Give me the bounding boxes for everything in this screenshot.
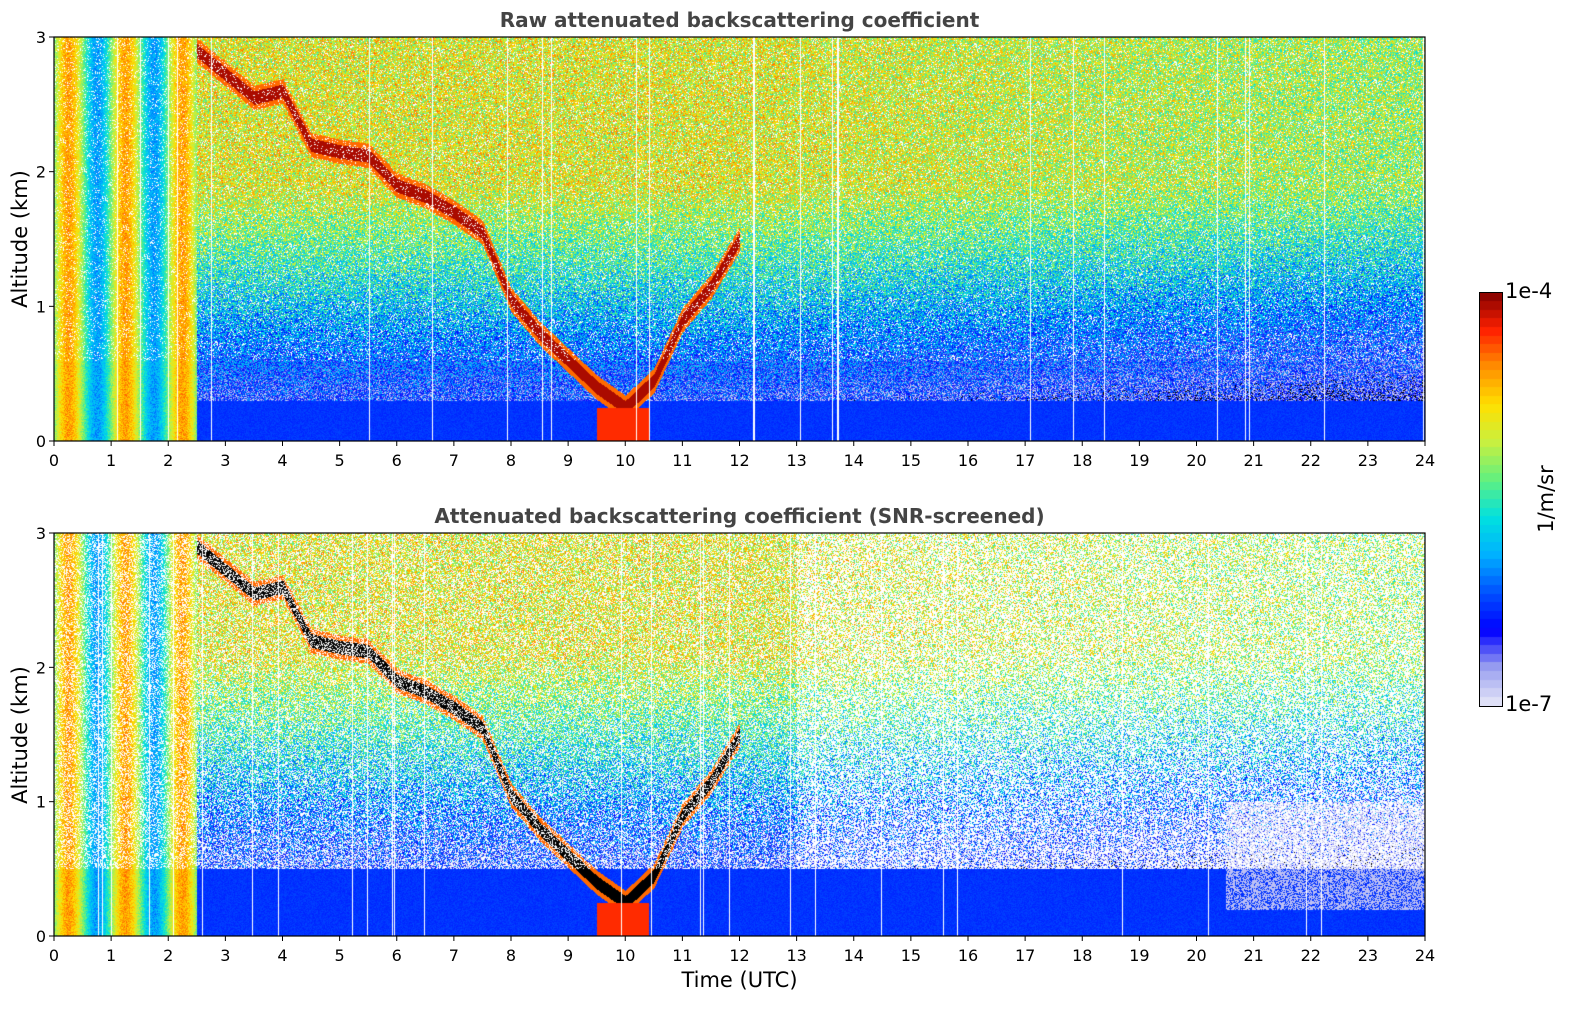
- x-tick-label: 2: [163, 946, 173, 965]
- x-tick-label: 14: [844, 946, 864, 965]
- colorbar-min-label: 1e-7: [1505, 692, 1553, 716]
- x-axis-label: Time (UTC): [681, 968, 798, 992]
- x-tick-label: 2: [163, 451, 173, 470]
- x-tick-label: 7: [449, 946, 459, 965]
- x-tick-label: 23: [1358, 946, 1378, 965]
- x-tick-label: 22: [1301, 946, 1321, 965]
- x-tick-label: 13: [786, 451, 806, 470]
- x-tick-label: 21: [1243, 946, 1263, 965]
- x-tick-label: 1: [106, 451, 116, 470]
- x-tick-label: 8: [506, 946, 516, 965]
- x-tick-label: 14: [844, 451, 864, 470]
- y-tick-label: 1: [36, 793, 46, 812]
- y-tick-label: 2: [36, 163, 46, 182]
- bottom-panel-heatmap: [54, 533, 1425, 936]
- x-tick-label: 13: [786, 946, 806, 965]
- x-tick-label: 23: [1358, 451, 1378, 470]
- x-tick-label: 6: [392, 451, 402, 470]
- x-tick-label: 24: [1415, 946, 1435, 965]
- x-tick-label: 10: [615, 451, 635, 470]
- x-tick-label: 9: [563, 451, 573, 470]
- x-tick-label: 18: [1072, 946, 1092, 965]
- top-panel-heatmap: [54, 37, 1425, 441]
- x-tick-label: 0: [49, 946, 59, 965]
- x-tick-label: 22: [1301, 451, 1321, 470]
- bottom-panel-title: Attenuated backscattering coefficient (S…: [434, 504, 1045, 528]
- x-tick-label: 19: [1129, 451, 1149, 470]
- bottom-panel-y-axis-label: Altitude (km): [8, 665, 32, 804]
- colorbar-label: 1/m/sr: [1534, 464, 1558, 533]
- x-tick-label: 17: [1015, 946, 1035, 965]
- x-tick-label: 7: [449, 451, 459, 470]
- y-tick-label: 3: [36, 28, 46, 47]
- x-tick-label: 11: [672, 946, 692, 965]
- x-tick-label: 24: [1415, 451, 1435, 470]
- x-tick-label: 12: [729, 451, 749, 470]
- top-panel-title: Raw attenuated backscattering coefficien…: [499, 8, 980, 32]
- colorbar-max-label: 1e-4: [1505, 279, 1553, 303]
- y-tick-label: 2: [36, 658, 46, 677]
- x-tick-label: 15: [901, 451, 921, 470]
- x-tick-label: 16: [958, 451, 978, 470]
- x-tick-label: 11: [672, 451, 692, 470]
- x-tick-label: 8: [506, 451, 516, 470]
- top-panel-y-axis-label: Altitude (km): [8, 170, 32, 308]
- x-tick-label: 3: [220, 946, 230, 965]
- x-tick-label: 18: [1072, 451, 1092, 470]
- y-tick-label: 0: [36, 927, 46, 946]
- x-tick-label: 16: [958, 946, 978, 965]
- x-tick-label: 19: [1129, 946, 1149, 965]
- x-tick-label: 9: [563, 946, 573, 965]
- x-tick-label: 3: [220, 451, 230, 470]
- x-tick-label: 1: [106, 946, 116, 965]
- x-tick-label: 5: [335, 451, 345, 470]
- x-tick-label: 10: [615, 946, 635, 965]
- colorbar: [1479, 292, 1503, 707]
- x-tick-label: 5: [335, 946, 345, 965]
- x-tick-label: 15: [901, 946, 921, 965]
- x-tick-label: 20: [1186, 946, 1206, 965]
- x-tick-label: 21: [1243, 451, 1263, 470]
- y-tick-label: 1: [36, 297, 46, 316]
- y-tick-label: 3: [36, 524, 46, 543]
- y-tick-label: 0: [36, 432, 46, 451]
- x-tick-label: 17: [1015, 451, 1035, 470]
- x-tick-label: 6: [392, 946, 402, 965]
- x-tick-label: 0: [49, 451, 59, 470]
- x-tick-label: 4: [277, 946, 287, 965]
- x-tick-label: 20: [1186, 451, 1206, 470]
- x-tick-label: 12: [729, 946, 749, 965]
- x-tick-label: 4: [277, 451, 287, 470]
